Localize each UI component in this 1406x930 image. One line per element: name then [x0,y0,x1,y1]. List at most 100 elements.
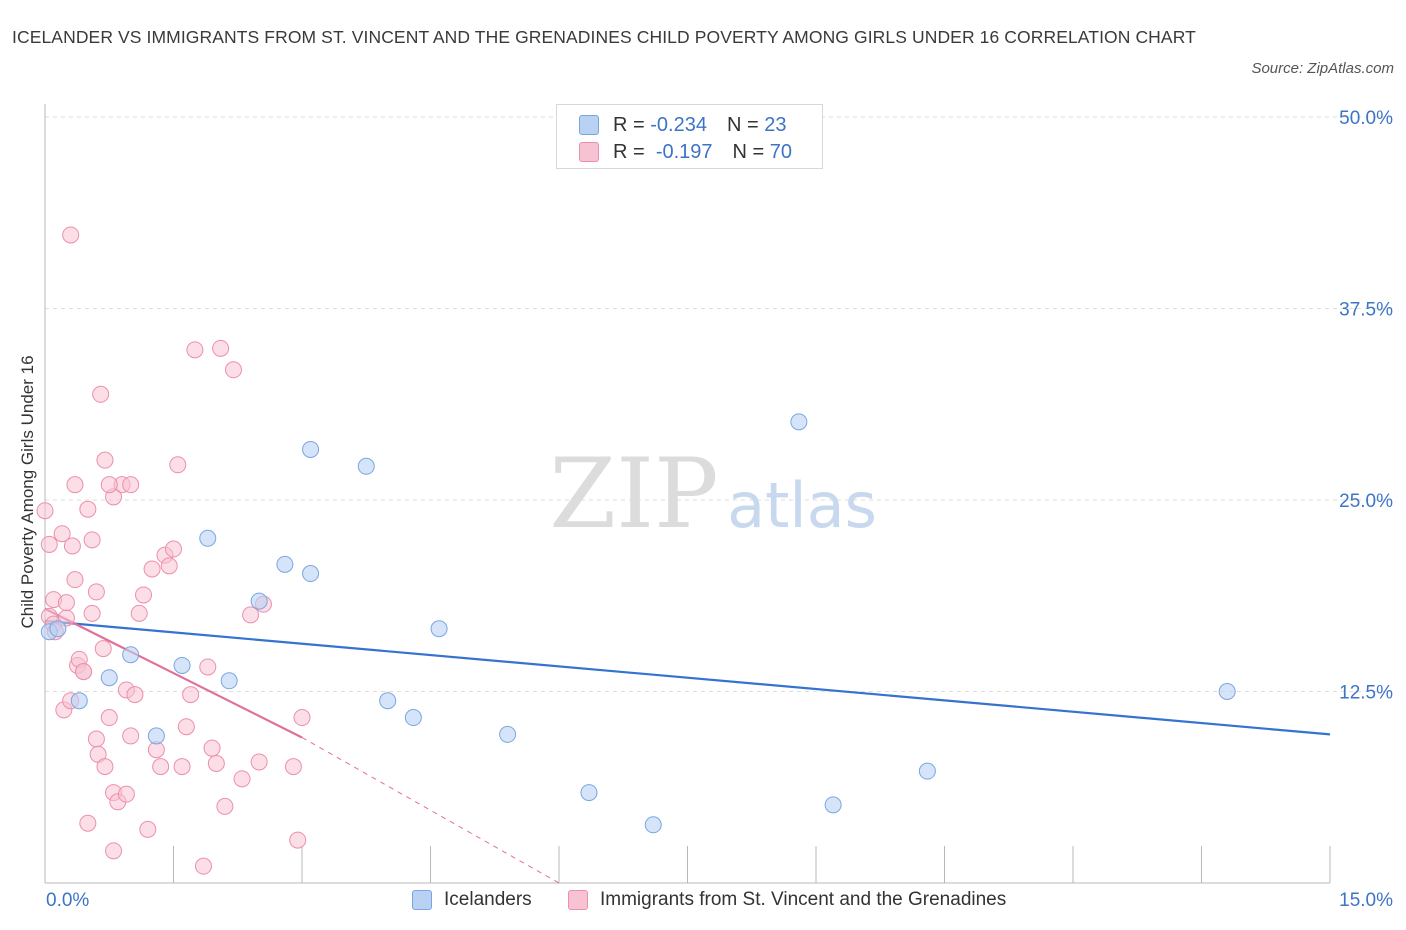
point-immigrants [182,686,200,704]
legend-label-immigrants: Immigrants from St. Vincent and the Gren… [600,889,1007,910]
point-immigrants [224,361,242,379]
legend-n-label: N = [726,113,759,136]
point-immigrants [57,594,75,612]
watermark: ZIP atlas [549,438,877,550]
point-immigrants [233,770,251,788]
point-icelanders [918,762,936,780]
source-label: Source: ZipAtlas.com [1251,60,1394,77]
trend-line-immigrants [44,607,303,739]
point-icelanders [357,457,375,475]
point-icelanders [824,796,842,814]
point-icelanders [250,592,268,610]
point-immigrants [250,753,268,771]
legend-r-value: -0.197 [655,140,713,163]
point-immigrants [36,502,54,520]
point-icelanders [302,565,320,583]
point-immigrants [194,857,212,875]
legend-swatch-pink [568,890,588,910]
point-immigrants [169,456,187,474]
watermark-zip: ZIP [549,438,718,550]
trend-line-icelanders [44,619,1331,736]
chart-title: ICELANDER VS IMMIGRANTS FROM ST. VINCENT… [12,27,1196,47]
point-immigrants [79,500,97,518]
series-icelanders-points [40,413,1236,834]
point-immigrants [284,758,302,776]
point-immigrants [152,758,170,776]
point-icelanders [49,620,67,638]
point-icelanders [276,555,294,573]
y-tick-labels: 12.5% 25.0% 37.5% 50.0% [1339,108,1393,704]
point-immigrants [105,842,123,860]
point-immigrants [207,755,225,773]
y-tick-label: 50.0% [1339,108,1393,129]
series-legend: Icelanders Immigrants from St. Vincent a… [0,889,1406,915]
point-immigrants [177,718,195,736]
point-immigrants [130,604,148,622]
point-immigrants [122,476,140,494]
point-immigrants [83,604,101,622]
point-immigrants [293,709,311,727]
point-immigrants [92,385,110,403]
legend-r-label: R = [613,113,645,136]
legend-n-label: N = [732,140,765,163]
point-immigrants [53,525,71,543]
point-immigrants [212,339,230,357]
point-immigrants [63,537,81,555]
point-icelanders [499,725,517,743]
point-icelanders [302,440,320,458]
point-immigrants [87,583,105,601]
legend-row-immigrants: R = -0.197 N = 70 [579,139,792,165]
y-tick-label: 12.5% [1339,683,1393,704]
point-immigrants [139,820,157,838]
point-immigrants [143,560,161,578]
point-immigrants [122,727,140,745]
point-immigrants [160,557,178,575]
point-icelanders [122,646,140,664]
legend-n-value: 70 [769,140,793,163]
legend-label-icelanders: Icelanders [444,889,532,910]
axes [44,104,1331,884]
point-immigrants [40,535,58,553]
legend-row-icelanders: R = -0.234 N = 23 [579,112,786,138]
x-tick-min: 0.0% [46,890,90,911]
legend-item-icelanders[interactable]: Icelanders [412,889,532,911]
legend-n-value: 23 [764,113,787,136]
point-icelanders [379,692,397,710]
point-icelanders [790,413,808,431]
point-immigrants [242,606,260,624]
y-tick-label: 25.0% [1339,491,1393,512]
point-immigrants [186,341,204,359]
point-immigrants [96,758,114,776]
point-immigrants [79,814,97,832]
point-immigrants [94,640,112,658]
point-icelanders [430,620,448,638]
point-immigrants [135,586,153,604]
gridlines [45,116,1392,692]
point-immigrants [289,831,307,849]
point-icelanders [580,784,598,802]
point-icelanders [404,709,422,727]
point-icelanders [173,656,191,674]
point-immigrants [173,758,191,776]
point-icelanders [100,669,118,687]
legend-r-label: R = [613,140,645,163]
point-icelanders [199,529,217,547]
y-tick-label: 37.5% [1339,300,1393,321]
point-immigrants [203,739,221,757]
legend-item-immigrants[interactable]: Immigrants from St. Vincent and the Gren… [568,889,1006,911]
legend-swatch-blue [412,890,432,910]
watermark-atlas: atlas [727,469,877,542]
point-immigrants [75,663,93,681]
point-immigrants [199,658,217,676]
point-icelanders [220,672,238,690]
point-immigrants [62,226,80,244]
point-immigrants [117,785,135,803]
point-immigrants [83,531,101,549]
point-immigrants [96,451,114,469]
legend-swatch-pink [579,142,599,162]
point-immigrants [216,797,234,815]
point-immigrants [87,730,105,748]
point-immigrants [66,476,84,494]
point-icelanders [644,816,662,834]
